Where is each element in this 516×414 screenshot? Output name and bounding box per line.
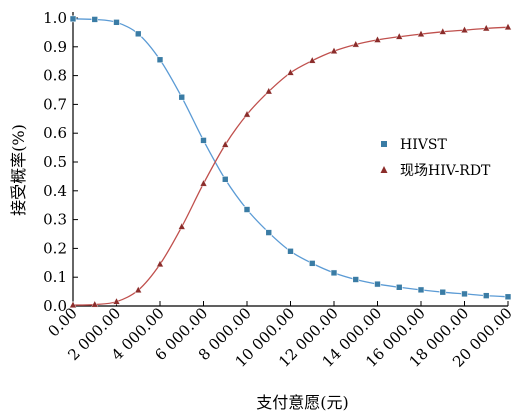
legend: HIVST 现场HIV-RDT (380, 137, 491, 179)
data-point (373, 35, 382, 43)
data-point (417, 286, 425, 294)
legend-square-marker (381, 141, 387, 147)
y-tick-label: 0.0 (43, 297, 67, 315)
data-point (330, 269, 338, 277)
data-point (504, 22, 512, 31)
data-point (199, 179, 208, 187)
data-point (134, 30, 142, 38)
data-point (417, 29, 425, 37)
data-point (91, 300, 99, 308)
series-group (69, 15, 512, 308)
series-onsite-hiv-rdt (69, 22, 512, 308)
data-point (482, 24, 490, 32)
legend-triangle-marker (380, 166, 388, 173)
y-tick-label: 0.3 (43, 211, 67, 229)
data-point (352, 276, 360, 283)
data-point (308, 260, 316, 267)
data-point (69, 15, 77, 23)
y-tick-label: 0.4 (43, 182, 67, 200)
data-point (243, 206, 251, 213)
data-point (156, 56, 164, 64)
data-point (178, 222, 186, 230)
data-point (265, 87, 273, 95)
y-tick-label: 0.2 (43, 239, 67, 257)
x-axis-label: 支付意愿(元) (256, 393, 349, 412)
y-tick-label: 0.6 (43, 124, 67, 142)
legend-entry: HIVST (381, 137, 447, 153)
data-point (374, 280, 381, 288)
data-point (482, 292, 490, 299)
data-point (460, 25, 469, 33)
data-point (69, 300, 77, 308)
data-point (439, 27, 447, 35)
series-line (72, 18, 509, 298)
legend-label: 现场HIV-RDT (400, 163, 491, 179)
data-point (395, 283, 403, 291)
data-point (461, 290, 468, 298)
data-point (134, 285, 142, 293)
data-point (112, 297, 121, 305)
y-tick-label: 1.0 (43, 9, 67, 27)
data-point (113, 19, 120, 26)
ticks: 0.00.10.20.30.40.50.60.70.80.91.00.002 0… (43, 9, 516, 371)
y-axis-label: 接受概率(%) (9, 124, 28, 216)
axes (72, 12, 508, 307)
legend-entry: 现场HIV-RDT (380, 163, 491, 179)
data-point (91, 16, 99, 23)
data-point (243, 110, 251, 118)
data-point (286, 68, 295, 76)
y-tick-label: 0.8 (43, 67, 67, 85)
data-point (439, 288, 447, 296)
data-point (352, 40, 360, 48)
data-point (395, 32, 403, 40)
data-point (156, 260, 164, 268)
data-point (221, 175, 229, 183)
data-point (221, 140, 229, 148)
data-point (308, 56, 316, 64)
data-point (504, 293, 512, 301)
legend-label: HIVST (400, 137, 447, 153)
data-point (178, 93, 186, 101)
data-point (330, 46, 338, 54)
y-tick-label: 0.9 (43, 38, 67, 56)
y-tick-label: 0.5 (43, 153, 67, 171)
y-tick-label: 0.7 (43, 95, 67, 113)
data-point (200, 137, 207, 144)
data-point (287, 247, 294, 255)
data-point (265, 229, 273, 236)
y-tick-label: 0.1 (43, 268, 67, 286)
series-hivst (69, 15, 512, 301)
